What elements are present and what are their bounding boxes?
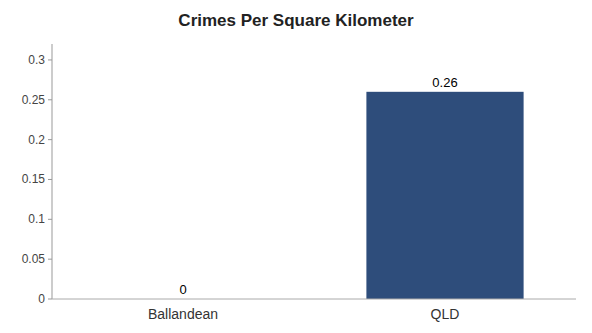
y-tick [48,59,52,60]
y-tick-label: 0.1 [28,212,45,226]
y-tick [48,299,52,300]
y-tick [48,139,52,140]
y-tick-label: 0.25 [22,93,46,107]
x-tick-label: Ballandean [148,306,218,322]
data-label: 0.26 [432,75,457,90]
data-label: 0 [179,282,186,297]
bar [366,92,523,299]
y-tick-label: 0.3 [28,53,45,67]
y-tick-label: 0.05 [22,252,46,266]
y-tick-label: 0.2 [28,133,45,147]
y-tick [48,219,52,220]
bars [366,92,523,299]
chart: Crimes Per Square Kilometer 0 0.05 0.1 0.15 0… [0,0,592,333]
x-tick-label: QLD [431,306,460,322]
y-tick-label: 0 [38,292,45,306]
x-axis-line [52,299,576,300]
y-tick [48,179,52,180]
y-axis-line [52,44,53,299]
title: Crimes Per Square Kilometer [178,11,414,30]
y-tick [48,99,52,100]
y-tick-label: 0.15 [22,172,46,186]
chart-container: Crimes Per Square Kilometer 0 0.05 0.1 0.15 0… [0,0,592,333]
y-tick [48,259,52,260]
